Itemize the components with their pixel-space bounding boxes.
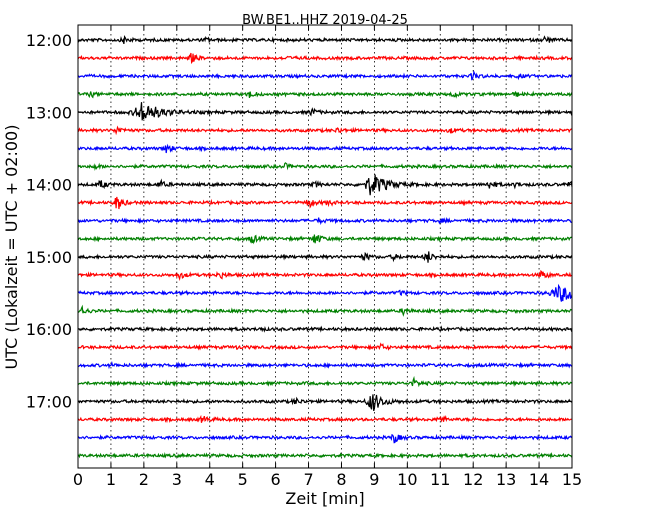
trace-row <box>77 52 573 65</box>
trace-row <box>77 283 573 302</box>
x-tick-label: 5 <box>238 470 248 489</box>
x-tick-label: 8 <box>336 470 346 489</box>
trace-row <box>77 216 573 226</box>
x-axis-label: Zeit [min] <box>285 489 364 508</box>
y-tick-label: 13:00 <box>26 103 72 122</box>
trace-row <box>77 162 573 171</box>
x-tick-label: 4 <box>205 470 215 489</box>
trace-row <box>77 125 573 136</box>
trace-row <box>77 451 573 460</box>
x-tick-label: 14 <box>529 470 549 489</box>
y-tick-label: 17:00 <box>26 392 72 411</box>
grid-lines <box>110 25 540 468</box>
x-tick-label: 3 <box>172 470 182 489</box>
trace-row <box>77 360 573 370</box>
x-tick-label: 12 <box>463 470 483 489</box>
trace-row <box>77 69 573 81</box>
x-tick-label: 15 <box>562 470 582 489</box>
traces <box>77 35 573 460</box>
y-tick-label: 14:00 <box>26 176 72 195</box>
trace-row <box>77 174 573 196</box>
x-tick-label: 0 <box>73 470 83 489</box>
trace-row <box>77 90 573 99</box>
x-tick-label: 11 <box>430 470 450 489</box>
y-tick-label: 15:00 <box>26 248 72 267</box>
trace-row <box>77 102 573 121</box>
plot-frame <box>77 24 573 469</box>
trace-row <box>77 342 573 351</box>
x-tick-label: 7 <box>303 470 313 489</box>
trace-row <box>77 304 573 317</box>
trace-row <box>77 143 573 154</box>
y-axis-ticks: 12:00 13:00 14:00 15:00 16:00 17:00 <box>26 31 572 411</box>
x-tick-label: 13 <box>496 470 516 489</box>
trace-row <box>77 414 573 424</box>
y-tick-label: 12:00 <box>26 31 72 50</box>
trace-row <box>77 325 573 333</box>
y-tick-label: 16:00 <box>26 320 72 339</box>
trace-row <box>77 196 573 210</box>
x-tick-label: 2 <box>139 470 149 489</box>
x-tick-label: 1 <box>106 470 116 489</box>
trace-row <box>77 35 573 45</box>
x-tick-label: 10 <box>397 470 417 489</box>
trace-row <box>77 269 573 282</box>
chart-title: BW.BE1..HHZ 2019-04-25 <box>242 13 408 28</box>
x-tick-label: 6 <box>271 470 281 489</box>
trace-row <box>77 433 573 444</box>
y-axis-label: UTC (Lokalzeit = UTC + 02:00) <box>2 125 21 370</box>
trace-row <box>77 375 573 388</box>
x-tick-label: 9 <box>369 470 379 489</box>
x-axis-ticks: 0 1 2 3 4 5 6 7 8 9 10 11 12 13 14 15 <box>73 25 582 489</box>
trace-row <box>77 234 573 245</box>
trace-row <box>77 251 573 263</box>
trace-row <box>77 394 573 412</box>
